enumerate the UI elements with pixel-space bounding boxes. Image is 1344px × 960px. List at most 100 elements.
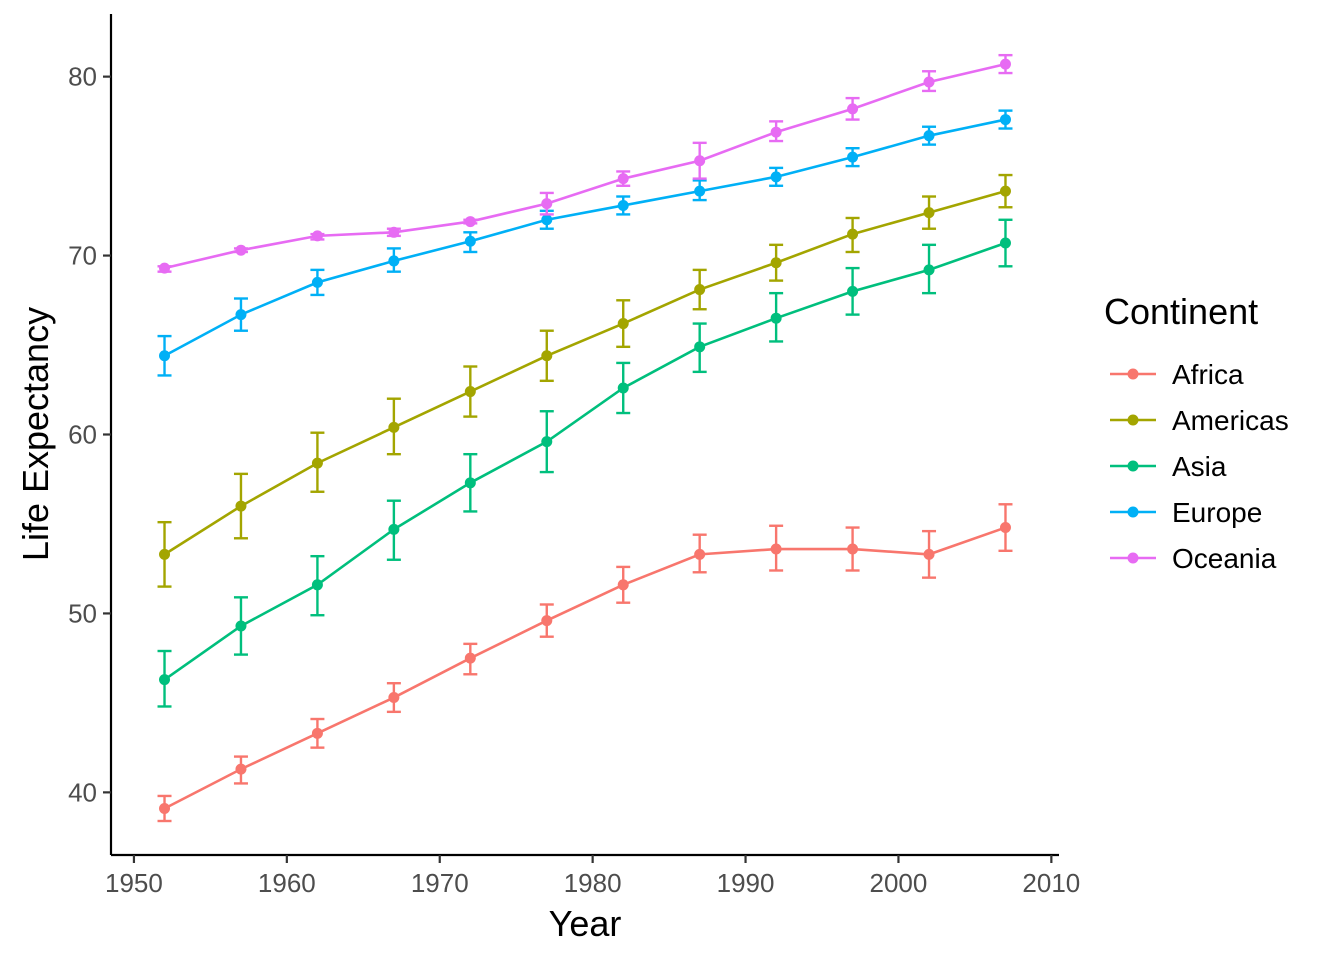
data-point bbox=[617, 173, 629, 185]
data-point bbox=[235, 244, 247, 256]
series-americas bbox=[157, 173, 1013, 588]
data-point bbox=[999, 522, 1011, 534]
legend-key-point bbox=[1127, 506, 1139, 518]
y-tick-label: 60 bbox=[68, 420, 97, 450]
series-asia bbox=[157, 218, 1013, 708]
legend-label: Europe bbox=[1172, 497, 1262, 528]
data-point bbox=[999, 185, 1011, 197]
data-point bbox=[464, 216, 476, 228]
x-axis: 1950 1960 1970 1980 1990 2000 2010 bbox=[105, 855, 1080, 898]
series-oceania bbox=[157, 53, 1013, 274]
series-line bbox=[163, 189, 1006, 556]
data-point bbox=[464, 386, 476, 398]
data-point bbox=[541, 615, 553, 627]
data-point bbox=[999, 237, 1011, 249]
legend-key-point bbox=[1127, 460, 1139, 472]
y-tick-label: 70 bbox=[68, 241, 97, 271]
legend-item-asia: Asia bbox=[1110, 451, 1227, 482]
data-point bbox=[541, 198, 553, 210]
y-axis-title: Life Expectancy bbox=[15, 307, 56, 561]
y-axis: 40 50 60 70 80 bbox=[68, 62, 111, 807]
data-point bbox=[388, 523, 400, 535]
series-line bbox=[163, 241, 1006, 681]
data-point bbox=[541, 436, 553, 448]
data-point bbox=[770, 312, 782, 324]
data-point bbox=[847, 228, 859, 240]
data-point bbox=[541, 214, 553, 226]
data-point bbox=[923, 548, 935, 560]
data-point bbox=[923, 264, 935, 276]
y-tick-label: 40 bbox=[68, 777, 97, 807]
x-tick-label: 1990 bbox=[717, 868, 775, 898]
data-point bbox=[159, 802, 171, 814]
x-tick-label: 1970 bbox=[411, 868, 469, 898]
data-point bbox=[159, 674, 171, 686]
data-point bbox=[847, 543, 859, 555]
series-africa bbox=[157, 503, 1013, 823]
data-point bbox=[923, 130, 935, 142]
data-point bbox=[464, 652, 476, 664]
data-point bbox=[159, 262, 171, 274]
data-point bbox=[694, 155, 706, 167]
data-point bbox=[311, 457, 323, 469]
x-tick-label: 1950 bbox=[105, 868, 163, 898]
data-point bbox=[311, 727, 323, 739]
data-point bbox=[388, 692, 400, 704]
legend-label: Africa bbox=[1172, 359, 1244, 390]
series-europe bbox=[157, 109, 1013, 377]
data-point bbox=[388, 226, 400, 238]
x-axis-title: Year bbox=[549, 903, 622, 944]
data-point bbox=[694, 284, 706, 296]
data-point bbox=[235, 620, 247, 632]
plot-area bbox=[157, 53, 1013, 823]
y-tick-label: 80 bbox=[68, 62, 97, 92]
data-point bbox=[464, 477, 476, 489]
legend-item-americas: Americas bbox=[1110, 405, 1289, 436]
data-point bbox=[694, 341, 706, 353]
data-point bbox=[311, 579, 323, 591]
legend-label: Americas bbox=[1172, 405, 1289, 436]
data-point bbox=[847, 103, 859, 115]
data-point bbox=[388, 421, 400, 433]
y-tick-label: 50 bbox=[68, 598, 97, 628]
data-point bbox=[770, 171, 782, 183]
legend-item-europe: Europe bbox=[1110, 497, 1262, 528]
data-point bbox=[235, 500, 247, 512]
series-line bbox=[163, 118, 1006, 357]
data-point bbox=[617, 199, 629, 211]
data-point bbox=[847, 151, 859, 163]
data-point bbox=[923, 76, 935, 88]
legend-label: Asia bbox=[1172, 451, 1227, 482]
data-point bbox=[159, 548, 171, 560]
legend-key-point bbox=[1127, 552, 1139, 564]
legend-title: Continent bbox=[1104, 291, 1258, 332]
data-point bbox=[311, 276, 323, 288]
data-point bbox=[923, 207, 935, 219]
series-line bbox=[164, 62, 1006, 270]
series-line bbox=[163, 526, 1006, 810]
data-point bbox=[770, 126, 782, 138]
data-point bbox=[999, 114, 1011, 126]
legend: Continent Africa Americas Asia Europe Oceani… bbox=[1104, 291, 1289, 574]
data-point bbox=[617, 579, 629, 591]
data-point bbox=[999, 58, 1011, 70]
data-point bbox=[159, 350, 171, 362]
x-tick-label: 2010 bbox=[1022, 868, 1080, 898]
legend-item-oceania: Oceania bbox=[1110, 543, 1277, 574]
data-point bbox=[235, 309, 247, 321]
legend-key-point bbox=[1127, 414, 1139, 426]
legend-key-point bbox=[1127, 368, 1139, 380]
data-point bbox=[770, 543, 782, 555]
data-point bbox=[617, 318, 629, 330]
data-point bbox=[388, 255, 400, 267]
legend-item-africa: Africa bbox=[1110, 359, 1244, 390]
x-tick-label: 2000 bbox=[870, 868, 928, 898]
x-tick-label: 1960 bbox=[258, 868, 316, 898]
legend-label: Oceania bbox=[1172, 543, 1277, 574]
data-point bbox=[311, 230, 323, 242]
data-point bbox=[694, 548, 706, 560]
x-tick-label: 1980 bbox=[564, 868, 622, 898]
data-point bbox=[617, 382, 629, 394]
